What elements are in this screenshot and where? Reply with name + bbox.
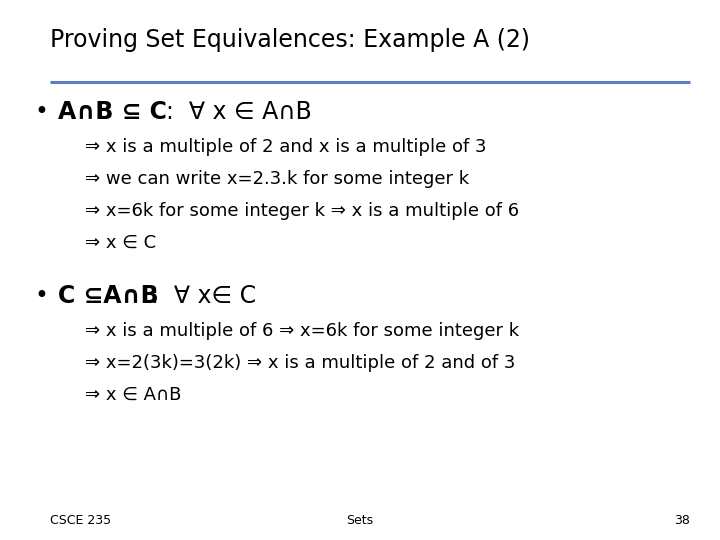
Text: :  ∀ x ∈ A∩B: : ∀ x ∈ A∩B [166, 100, 312, 124]
Text: A∩B ⊆ C: A∩B ⊆ C [58, 100, 167, 124]
Text: ⇒ x is a multiple of 2 and x is a multiple of 3: ⇒ x is a multiple of 2 and x is a multip… [85, 138, 487, 156]
Text: •: • [35, 284, 49, 308]
Text: Sets: Sets [346, 514, 374, 527]
Text: ⇒ x ∈ A∩B: ⇒ x ∈ A∩B [85, 386, 181, 404]
Text: ⇒ we can write x=2.3.k for some integer k: ⇒ we can write x=2.3.k for some integer … [85, 170, 469, 188]
Text: CSCE 235: CSCE 235 [50, 514, 111, 527]
Text: ⇒ x=6k for some integer k ⇒ x is a multiple of 6: ⇒ x=6k for some integer k ⇒ x is a multi… [85, 202, 519, 220]
Text: C ⊆A∩B: C ⊆A∩B [58, 284, 158, 308]
Text: 38: 38 [674, 514, 690, 527]
Text: •: • [35, 100, 49, 124]
Text: ⇒ x=2(3k)=3(2k) ⇒ x is a multiple of 2 and of 3: ⇒ x=2(3k)=3(2k) ⇒ x is a multiple of 2 a… [85, 354, 516, 372]
Text: ⇒ x is a multiple of 6 ⇒ x=6k for some integer k: ⇒ x is a multiple of 6 ⇒ x=6k for some i… [85, 322, 519, 340]
Text: ⇒ x ∈ C: ⇒ x ∈ C [85, 234, 156, 252]
Text: Proving Set Equivalences: Example A (2): Proving Set Equivalences: Example A (2) [50, 28, 530, 52]
Text: :  ∀ x∈ C: : ∀ x∈ C [151, 284, 256, 308]
